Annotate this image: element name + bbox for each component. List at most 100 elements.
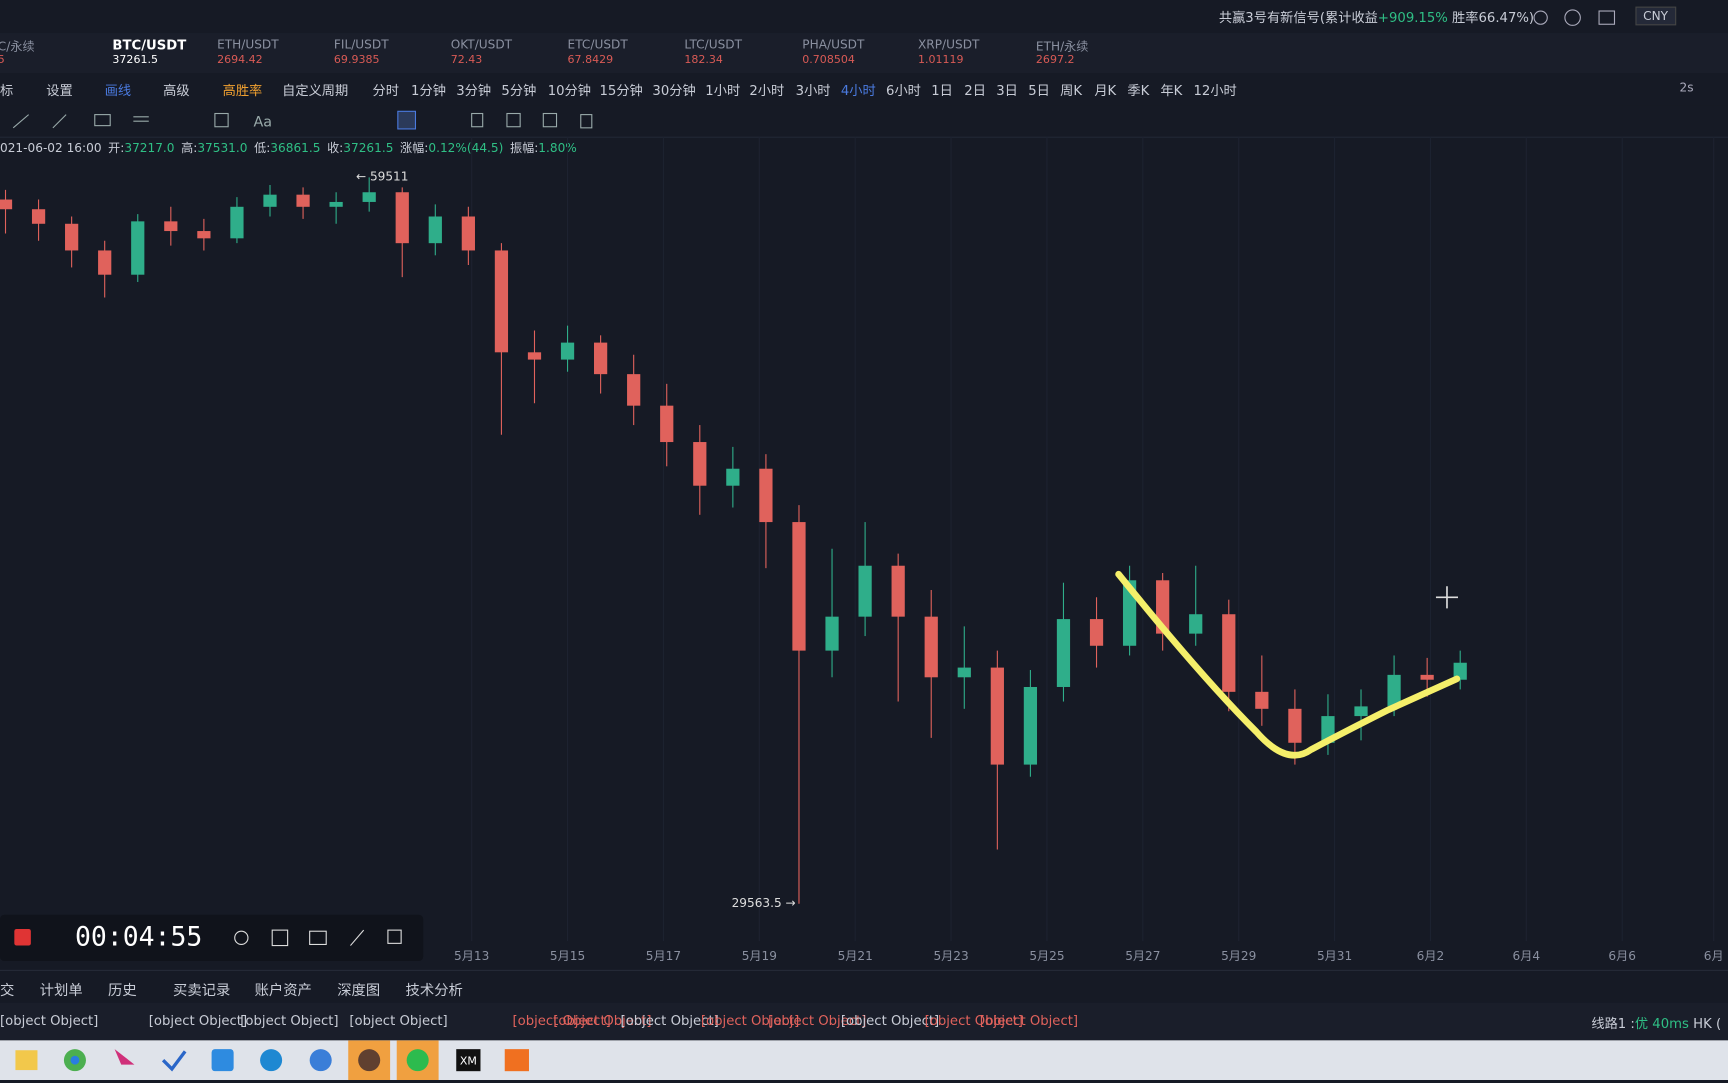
latency: 优 40ms [1634,1016,1689,1032]
candle-body [593,342,608,375]
period-button[interactable]: 设置 [46,82,73,99]
period-button[interactable]: 1日 [931,82,953,99]
tab-pair[interactable]: C/永续 [0,39,35,54]
tab-pair[interactable]: FIL/USDT [333,37,389,52]
candle-body [858,565,872,617]
candle-body [660,405,674,443]
bottom-tab[interactable]: 历史 [107,983,137,1000]
candle-body [1222,614,1236,692]
period-button[interactable]: 3小时 [795,82,831,99]
tab-pair[interactable]: ETC/USDT [567,37,628,52]
taskbar: XM [0,1040,1728,1080]
tab-pair[interactable]: BTC/USDT [112,37,187,53]
period-button[interactable]: 3日 [996,82,1018,99]
period-button[interactable]: 画线 [104,82,132,99]
period-button[interactable]: 2小时 [749,82,785,99]
signal-rate: 胜率66.47%) [1452,9,1535,26]
taskbar-icons[interactable]: XM [0,1040,551,1080]
candle-body [296,194,310,207]
tab-price[interactable]: 2694.42 [217,53,263,67]
tab-price[interactable]: 72.43 [450,53,483,67]
bottom-tab[interactable]: 深度图 [337,983,381,1000]
candle-body [428,216,442,244]
period-button[interactable]: 5分钟 [501,82,537,99]
ticker-strip: 线路1 :优 40ms HK ( [object Object] [object … [0,1002,1728,1041]
currency[interactable]: CNY [1635,6,1676,26]
tab-price[interactable]: 1.01119 [917,53,964,67]
tab-pair[interactable]: PHA/USDT [802,37,865,52]
ohlc-label: 高: [181,141,198,156]
signal[interactable]: 共赢3号有新信号(累计收益+909.15% 胜率66.47%) [1219,8,1534,27]
tab-pair[interactable]: XRP/USDT [917,37,980,52]
svg-text:Aa: Aa [253,115,272,131]
period-button[interactable]: 分时 [372,82,399,99]
shirt[interactable] [1598,10,1616,25]
bottom-tab[interactable]: 账户资产 [254,983,312,1000]
candle-body [627,374,641,406]
period-button[interactable]: 周K [1060,82,1083,99]
candle-body [1354,706,1368,717]
period-button[interactable]: 10分钟 [547,82,592,99]
candle-body [1288,708,1302,743]
recorder-icons[interactable] [0,915,423,961]
tab-price[interactable]: 37261.5 [112,53,158,67]
tab-pair[interactable]: LTC/USDT [684,37,743,52]
bottom-tab[interactable]: 技术分析 [405,983,463,1000]
signal-gain: +909.15% [1377,9,1448,26]
period-button[interactable]: 2日 [964,82,986,99]
tab-pair[interactable]: ETH/永续 [1035,39,1089,54]
x-tick-label: 5月23 [933,949,968,963]
period-button[interactable]: 高胜率 [222,82,263,99]
ohlc-label: 振幅: [509,141,539,156]
tab-price[interactable]: 182.34 [684,53,723,67]
period-button[interactable]: 年K [1160,82,1183,99]
tab-price[interactable]: 69.9385 [333,53,380,67]
period-button[interactable]: 自定义周期 [282,82,349,99]
tab-price[interactable]: 5 [0,54,5,66]
ohlc-value: 0.12%(44.5) [428,141,504,156]
high-label: ← 59511 [356,170,409,184]
period-button[interactable]: 3分钟 [456,82,492,99]
bell[interactable] [1533,10,1548,25]
top-icons[interactable] [1530,7,1618,29]
bottom-tab[interactable]: 交 [0,983,15,1000]
period-button[interactable]: 15分钟 [599,82,643,99]
tab-price[interactable]: 0.708504 [802,53,855,67]
candle-body [924,616,938,678]
drawing-icons[interactable]: Aa [0,106,617,137]
refresh[interactable]: 2s [1679,80,1694,95]
period-button[interactable]: 30分钟 [652,82,696,99]
period-button[interactable]: 标 [0,82,14,99]
candle-body [131,221,145,275]
period-button[interactable]: 月K [1094,82,1117,99]
candle-body [1023,686,1038,765]
bottom-tab[interactable]: 计划单 [39,983,83,1000]
ticker-item: [object Object] [620,1012,719,1029]
ohlc-label: 开: [108,141,125,156]
period-button[interactable]: 4小时 [840,82,876,99]
ohlc-label: 涨幅: [400,141,429,156]
period-button[interactable]: 12小时 [1193,82,1237,99]
candle-body [990,667,1004,765]
candle-body [1255,691,1269,709]
period-button[interactable]: 1分钟 [411,82,446,99]
candle-body [693,442,707,486]
tab-pair[interactable]: ETH/USDT [217,37,279,52]
bottom-tab[interactable]: 买卖记录 [173,983,231,1000]
period-button[interactable]: 高级 [163,82,190,99]
period-button[interactable]: 6小时 [886,82,921,99]
period-button[interactable]: 1小时 [705,82,741,99]
tab-price[interactable]: 2697.2 [1035,53,1075,67]
candle-body [527,352,542,360]
tab-pair[interactable]: OKT/USDT [450,37,513,52]
ohlc-value: 37217.0 [124,141,175,156]
stop[interactable] [14,929,31,946]
period-button[interactable]: 季K [1127,82,1150,99]
candle-body [65,223,79,251]
tab-price[interactable]: 67.8429 [567,53,614,67]
candle-body [560,342,575,360]
candle-body [1056,619,1071,687]
period-button[interactable]: 5日 [1028,82,1050,99]
search[interactable] [1564,9,1581,26]
